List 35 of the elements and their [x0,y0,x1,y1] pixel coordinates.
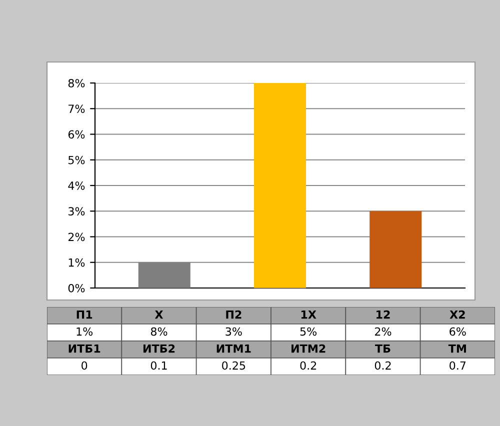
text: 0.2 [374,361,391,370]
text: ТБ [375,344,390,353]
text: 5% [300,327,317,336]
text: 0.1 [150,361,167,370]
bar [254,83,306,288]
text: ИТБ2 [143,344,175,353]
text: 1Х [301,310,316,319]
text: Х [154,310,164,319]
text: 8% [150,327,168,336]
text: 3% [226,327,242,336]
text: 1% [76,327,93,336]
text: 2% [375,327,392,336]
y-tick-label: 2% [68,232,85,242]
y-tick-label: 4% [68,181,85,190]
y-tick-label: 0% [68,284,85,292]
y-tick-label: 7% [68,104,85,114]
y-tick-label: 8% [68,78,85,88]
text: П2 [226,310,242,319]
text: 12 [376,310,390,319]
y-tick-label: 5% [68,156,85,164]
text: 6% [450,327,466,336]
text: ТМ [448,344,466,353]
bar [370,211,422,288]
y-tick-label: 3% [68,207,85,216]
text: 0.7 [450,361,466,370]
text: 0.2 [300,361,316,370]
text: Х2 [450,310,465,319]
y-tick-label: 1% [68,258,85,267]
text: ИТБ1 [68,344,100,353]
text: 0.25 [222,361,246,370]
text: 0 [82,361,88,370]
text: П1 [76,310,92,319]
text: ИТМ2 [292,344,326,353]
text: ИТМ1 [216,344,251,353]
y-tick-label: 6% [68,130,85,139]
